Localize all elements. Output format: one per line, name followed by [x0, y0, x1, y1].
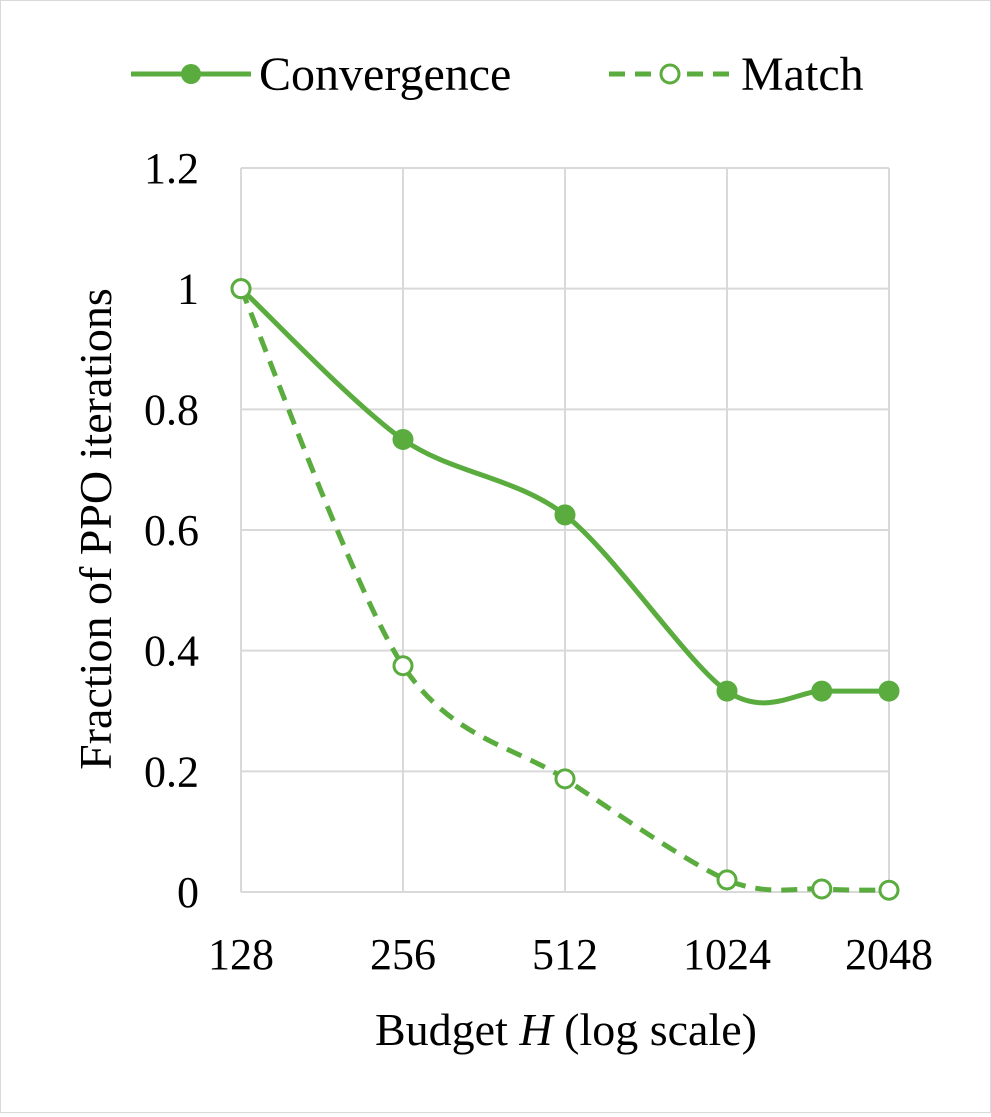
legend: Convergence Match	[131, 48, 864, 101]
x-tick-label: 2048	[845, 930, 933, 979]
y-tick-label: 0.2	[144, 747, 199, 796]
data-point-convergence	[878, 680, 900, 702]
data-point-match	[554, 768, 576, 790]
series-match	[230, 278, 900, 901]
legend-swatch-marker	[659, 63, 681, 85]
y-axis-ticks: 0 0.2 0.4 0.6 0.8 1 1.2	[144, 144, 199, 917]
series-layer	[230, 278, 900, 901]
y-tick-label: 0	[177, 868, 199, 917]
data-point-match	[878, 879, 900, 901]
y-tick-label: 0.6	[144, 506, 199, 555]
x-tick-label: 128	[208, 930, 274, 979]
data-point-match	[716, 869, 738, 891]
x-tick-label: 256	[370, 930, 436, 979]
x-tick-label: 1024	[683, 930, 771, 979]
data-point-convergence	[554, 504, 576, 526]
y-tick-label: 1.2	[144, 144, 199, 193]
legend-item-convergence: Convergence	[131, 48, 511, 101]
legend-label: Match	[741, 48, 864, 101]
x-axis-title: Budget H (log scale)	[375, 1004, 757, 1055]
x-tick-label: 512	[532, 930, 598, 979]
y-tick-label: 0.4	[144, 627, 199, 676]
data-point-match	[230, 278, 252, 300]
legend-label: Convergence	[259, 48, 511, 101]
data-point-convergence	[811, 680, 833, 702]
legend-swatch-marker	[181, 64, 201, 84]
data-point-convergence	[716, 680, 738, 702]
y-tick-label: 1	[177, 265, 199, 314]
y-axis-title: Fraction of PPO iterations	[70, 288, 121, 770]
x-axis-ticks: 128 256 512 1024 2048	[208, 930, 933, 979]
data-point-convergence	[392, 429, 414, 450]
y-tick-label: 0.8	[144, 385, 199, 434]
data-point-match	[392, 655, 414, 677]
data-point-match	[811, 878, 833, 900]
legend-item-match: Match	[609, 48, 864, 101]
